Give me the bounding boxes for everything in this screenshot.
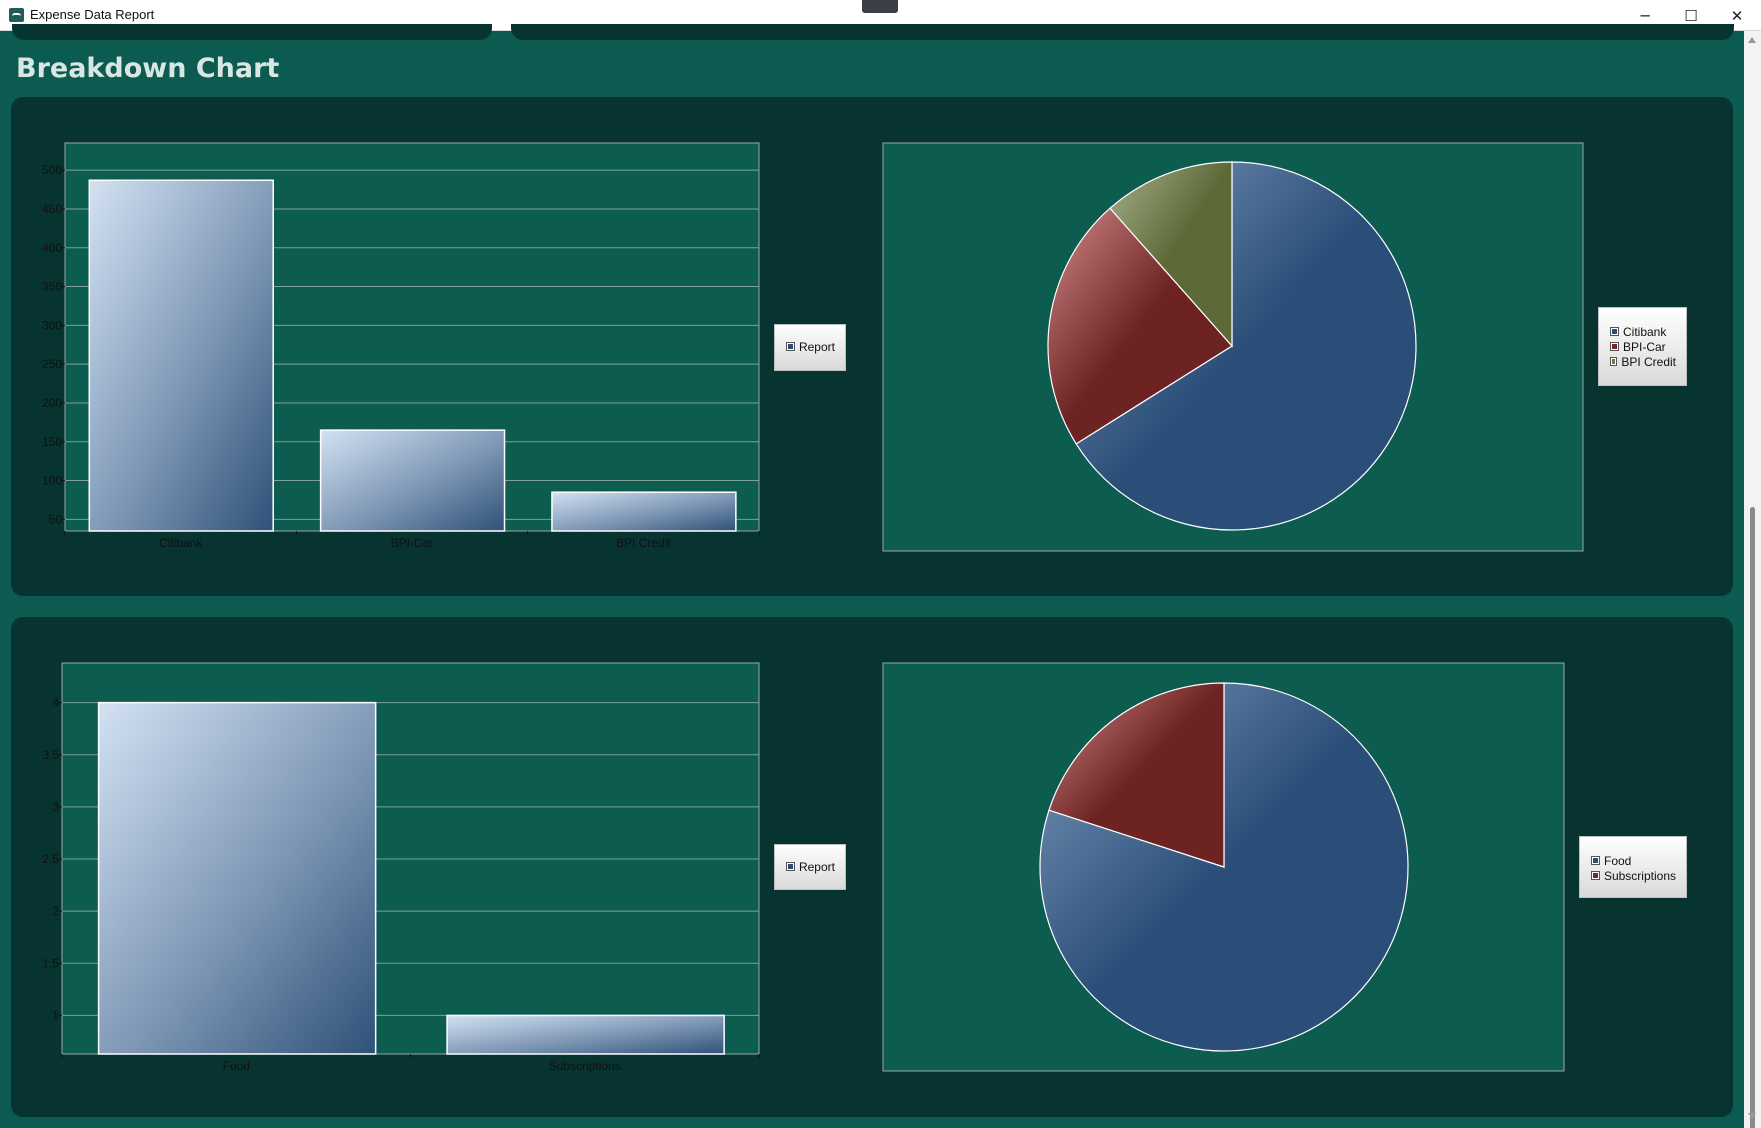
x-tick-label: Subscriptions (549, 1059, 621, 1073)
legend-item-bpi-credit: BPI Credit (1609, 354, 1676, 369)
y-tick-label: 300 (42, 318, 62, 332)
maximize-button[interactable]: ☐ (1668, 0, 1714, 31)
y-tick-label: 350 (42, 280, 62, 294)
pie-slice-bpi-car (1047, 207, 1233, 445)
accounts-bar-chart: 50 100 150 200 250 300 350 400 450 500 Citibank BPI… (42, 142, 760, 550)
legend-label: Subscriptions (1603, 868, 1676, 883)
app-icon (9, 8, 24, 22)
x-tick-label: Food (223, 1059, 250, 1073)
scroll-down-icon[interactable] (1748, 1113, 1756, 1119)
page-title: Breakdown Chart (16, 53, 280, 84)
pie-slice-bpi-credit (1109, 161, 1233, 348)
y-tick-label: 500 (42, 163, 62, 177)
accounts-bar-legend: Report (774, 324, 846, 371)
legend-label: Citibank (1623, 324, 1667, 339)
legend-label: Food (1604, 853, 1632, 868)
legend-swatch (1610, 342, 1619, 351)
legend-label: BPI Credit (1621, 354, 1676, 369)
y-tick-label: 3.5 (42, 748, 59, 762)
x-tick-label: Citibank (159, 536, 203, 550)
bar-bpi-credit (551, 491, 737, 532)
pie-slice-citibank (1075, 161, 1417, 531)
y-tick-label: 450 (42, 202, 62, 216)
legend-item-report: Report (786, 339, 835, 354)
legend-item-subscriptions: Subscriptions (1591, 868, 1676, 883)
legend-swatch (1591, 856, 1600, 865)
categories-bar-legend: Report (774, 844, 846, 890)
y-tick-label: 50 (49, 512, 63, 526)
legend-swatch (786, 862, 795, 871)
y-tick-label: 1.5 (42, 956, 59, 970)
legend-swatch (1591, 871, 1600, 880)
y-tick-label: 200 (42, 396, 62, 410)
legend-item-citibank: Citibank (1610, 324, 1676, 339)
legend-label: BPI-Car (1623, 339, 1666, 354)
legend-label: Report (798, 339, 835, 354)
legend-item-bpi-car: BPI-Car (1610, 339, 1676, 354)
legend-item-report: Report (786, 859, 835, 874)
categories-pie-chart (882, 662, 1565, 1072)
legend-swatch (786, 342, 795, 351)
y-tick-label: 400 (42, 241, 62, 255)
y-tick-label: 2 (52, 904, 59, 918)
window-title: Expense Data Report (30, 7, 155, 22)
previous-panel-left (12, 24, 492, 40)
minimize-icon: ─ (1640, 6, 1650, 25)
categories-bar-chart: 1 1.5 2 2.5 3 3.5 4 Food Subscriptions (42, 662, 760, 1073)
minimize-button[interactable]: ─ (1622, 0, 1668, 31)
previous-panel-right (511, 24, 1734, 40)
accounts-chart-panel: 50 100 150 200 250 300 350 400 450 500 Citibank BPI… (11, 97, 1733, 596)
y-tick-label: 150 (42, 435, 62, 449)
x-tick-label: BPI Credit (616, 536, 671, 550)
bar-citibank (88, 179, 274, 532)
maximize-icon: ☐ (1684, 6, 1698, 25)
y-tick-label: 3 (52, 800, 59, 814)
accounts-pie-chart (882, 142, 1584, 552)
close-icon: ✕ (1730, 6, 1744, 25)
legend-swatch (1609, 357, 1618, 366)
pie-slice-subscriptions (1048, 682, 1225, 868)
bar-food (97, 701, 377, 1055)
bar-subscriptions (446, 1014, 725, 1055)
y-tick-label: 250 (42, 357, 62, 371)
categories-chart-panel: 1 1.5 2 2.5 3 3.5 4 Food Subscriptions Report Fo… (11, 617, 1733, 1117)
scroll-thumb[interactable] (1750, 507, 1755, 1128)
scroll-up-icon[interactable] (1748, 37, 1756, 43)
y-tick-label: 2.5 (42, 852, 59, 866)
y-tick-label: 4 (52, 696, 59, 710)
close-button[interactable]: ✕ (1714, 0, 1760, 31)
taskbar-handle (862, 0, 898, 13)
categories-pie-legend: Food Subscriptions (1579, 836, 1687, 898)
x-tick-label: BPI-Car (391, 536, 434, 550)
legend-item-food: Food (1591, 853, 1676, 868)
vertical-scrollbar[interactable] (1744, 31, 1761, 1128)
accounts-pie-legend: Citibank BPI-Car BPI Credit (1598, 307, 1687, 386)
y-tick-label: 1 (52, 1008, 59, 1022)
bar-bpi-car (319, 429, 506, 532)
legend-label: Report (798, 859, 835, 874)
pie-slice-food (1039, 682, 1409, 1052)
legend-swatch (1610, 327, 1619, 336)
y-tick-label: 100 (42, 474, 62, 488)
